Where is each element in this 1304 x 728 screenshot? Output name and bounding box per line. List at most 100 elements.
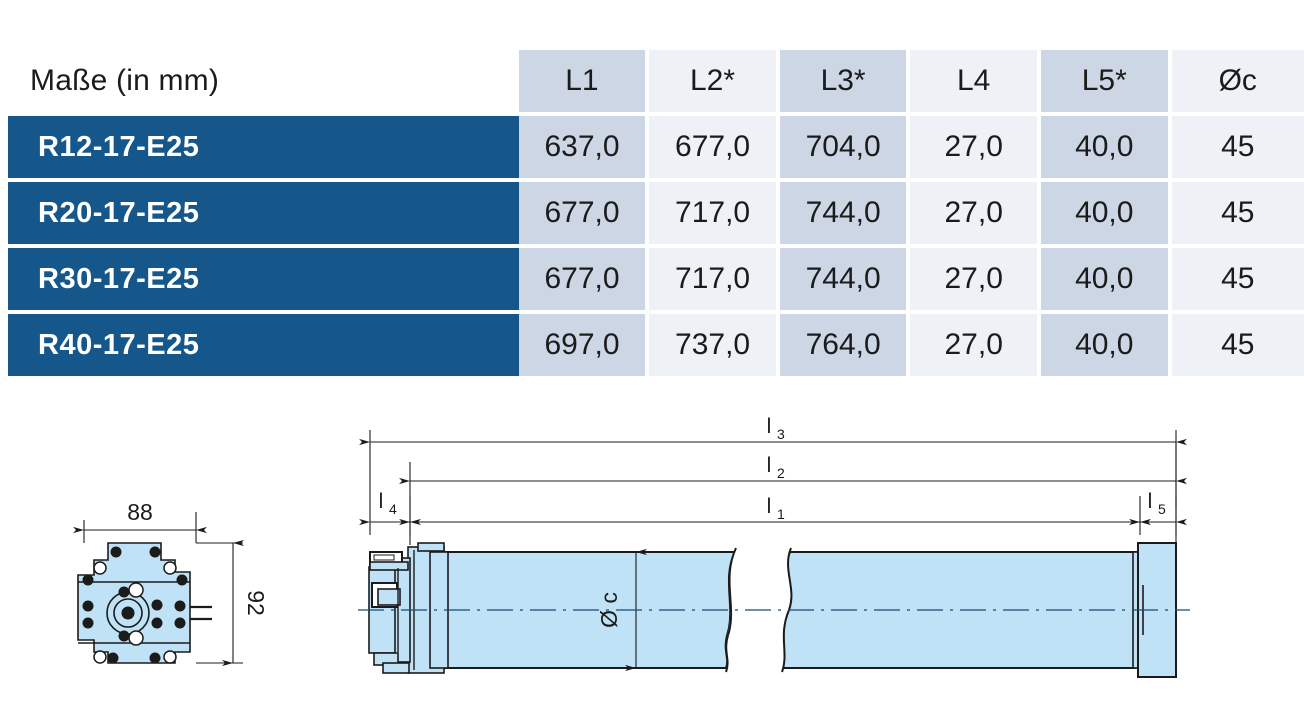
cell-diameter: 45: [1171, 116, 1304, 178]
table-title-cell: Maße (in mm): [0, 50, 519, 112]
height-label: 92: [243, 590, 269, 616]
column-header-label: L4: [956, 64, 991, 97]
cell-l3: 764,0: [779, 314, 907, 376]
dimension-l1: l 1: [399, 495, 1151, 535]
cell-value: 45: [1221, 328, 1255, 361]
motor-head: [368, 542, 449, 674]
cell-value: 737,0: [675, 328, 751, 361]
cell-value: 45: [1221, 196, 1255, 229]
cell-l2: 677,0: [649, 116, 776, 178]
cell-diameter: 45: [1171, 182, 1304, 244]
side-view: l 3 l 2 l 1 l 4 l: [358, 415, 1190, 678]
cell-l1: 637,0: [518, 116, 646, 178]
dimension-label-l3: l: [767, 415, 772, 438]
cell-value: 764,0: [805, 328, 881, 361]
cell-l2: 737,0: [649, 314, 776, 376]
drawing-svg: 88 92: [73, 415, 1190, 678]
model-name: R20-17-E25: [38, 196, 200, 229]
cell-l1: 677,0: [518, 182, 646, 244]
model-name: R30-17-E25: [38, 262, 200, 295]
cell-value: 27,0: [944, 130, 1003, 163]
cell-l4: 27,0: [910, 116, 1037, 178]
column-header-diameter: Øc: [1171, 50, 1304, 112]
cell-l5: 40,0: [1040, 314, 1168, 376]
cell-l3: 704,0: [779, 116, 907, 178]
cell-value: 677,0: [544, 262, 620, 295]
column-header-l1: L1: [518, 50, 646, 112]
cell-value: 697,0: [544, 328, 620, 361]
column-header-l4: L4: [910, 50, 1037, 112]
cell-l5: 40,0: [1040, 116, 1168, 178]
column-header-l5: L5*: [1040, 50, 1168, 112]
cell-l3: 744,0: [779, 248, 907, 310]
width-dimension-88: 88: [73, 499, 207, 543]
column-header-label: L3*: [820, 64, 866, 97]
cell-l2: 717,0: [649, 248, 776, 310]
model-name-cell: R12-17-E25: [8, 116, 519, 178]
column-header-label: L2*: [689, 64, 736, 97]
center-bore: [106, 591, 150, 635]
height-dimension-92: 92: [196, 539, 269, 667]
model-name: R12-17-E25: [38, 130, 200, 163]
model-name: R40-17-E25: [38, 328, 200, 361]
cell-l5: 40,0: [1040, 182, 1168, 244]
cell-diameter: 45: [1171, 248, 1304, 310]
bracket-outline: [77, 542, 191, 664]
cross-section-view: 88 92: [73, 499, 269, 667]
table-row: R20-17-E25 677,0 717,0 744,0 27,0 40,0 4…: [0, 182, 1304, 244]
cell-value: 40,0: [1075, 328, 1134, 361]
page-title: Maße (in mm): [30, 64, 220, 97]
table-row: R12-17-E25 637,0 677,0 704,0 27,0 40,0 4…: [0, 116, 1304, 178]
model-name-cell: R40-17-E25: [8, 314, 519, 376]
model-name-cell: R20-17-E25: [8, 182, 519, 244]
break-curve-left: [725, 547, 737, 673]
cell-l3: 744,0: [779, 182, 907, 244]
cell-value: 27,0: [944, 196, 1003, 229]
width-label: 88: [127, 499, 153, 525]
clearance-holes: [93, 561, 177, 664]
table-row: R30-17-E25 677,0 717,0 744,0 27,0 40,0 4…: [0, 248, 1304, 310]
dimension-l2: l 2: [399, 442, 1187, 545]
dimension-label-l5: l: [1148, 490, 1153, 513]
cell-value: 40,0: [1075, 196, 1134, 229]
column-header-label: L5*: [1081, 64, 1127, 97]
cell-l2: 717,0: [649, 182, 776, 244]
cell-value: 677,0: [544, 196, 620, 229]
technical-drawing: 88 92: [0, 400, 1304, 728]
cell-value: 45: [1221, 262, 1255, 295]
dimension-sub-l1: 1: [777, 506, 785, 522]
dimension-label-l1: l: [767, 495, 772, 518]
cell-value: 677,0: [675, 130, 751, 163]
cell-value: 704,0: [805, 130, 881, 163]
column-header-label: L1: [565, 64, 599, 97]
dimension-label-l2: l: [767, 454, 772, 477]
table-row: R40-17-E25 697,0 737,0 764,0 27,0 40,0 4…: [0, 314, 1304, 376]
dimension-l3: l 3: [359, 415, 1187, 508]
dimension-l4: l 4: [359, 490, 421, 535]
cell-value: 744,0: [805, 196, 881, 229]
dimensions-table: Maße (in mm) L1 L2* L3* L4 L5* Øc R12-17…: [0, 50, 1304, 380]
cell-value: 717,0: [675, 196, 751, 229]
cell-l5: 40,0: [1040, 248, 1168, 310]
cell-value: 637,0: [544, 130, 620, 163]
cell-value: 40,0: [1075, 130, 1134, 163]
cell-l1: 677,0: [518, 248, 646, 310]
table-header-row: Maße (in mm) L1 L2* L3* L4 L5* Øc: [0, 50, 1304, 112]
dimension-sub-l5: 5: [1158, 501, 1166, 517]
cell-value: 45: [1221, 130, 1255, 163]
dimension-sub-l2: 2: [777, 465, 785, 481]
column-header-label: Øc: [1218, 64, 1257, 97]
column-header-l2: L2*: [649, 50, 776, 112]
column-header-l3: L3*: [779, 50, 907, 112]
cell-value: 27,0: [944, 328, 1003, 361]
cell-l4: 27,0: [910, 314, 1037, 376]
cell-diameter: 45: [1171, 314, 1304, 376]
cell-value: 27,0: [944, 262, 1003, 295]
cell-l1: 697,0: [518, 314, 646, 376]
dimension-sub-l4: 4: [389, 501, 397, 517]
cell-value: 717,0: [675, 262, 751, 295]
cell-l4: 27,0: [910, 248, 1037, 310]
cell-value: 40,0: [1075, 262, 1134, 295]
mounting-holes: [82, 546, 188, 664]
dimension-label-l4: l: [379, 490, 384, 513]
